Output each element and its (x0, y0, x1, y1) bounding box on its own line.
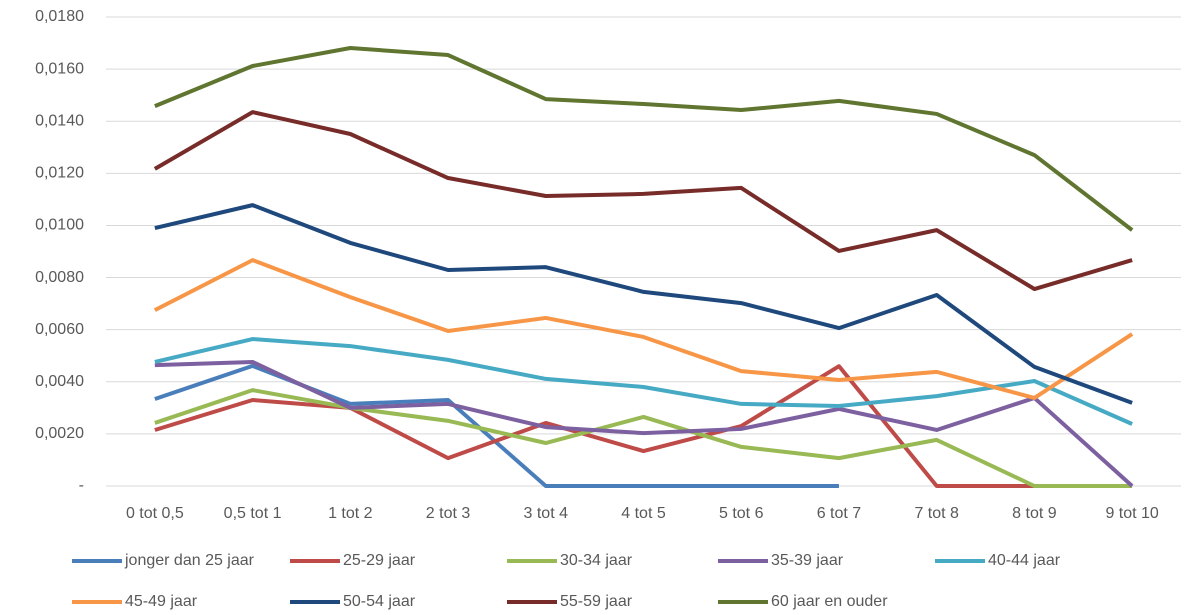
x-tick-label: 0 tot 0,5 (126, 505, 184, 522)
series-line (154, 337, 1133, 426)
series-line (154, 359, 1134, 488)
x-tick-label: 6 tot 7 (817, 505, 862, 522)
series-line (154, 364, 1035, 488)
legend-label: 50-54 jaar (343, 593, 416, 610)
x-tick-label: 1 tot 2 (328, 505, 373, 522)
legend-label: 35-39 jaar (771, 552, 844, 569)
legend-label: 60 jaar en ouder (771, 593, 888, 610)
y-tick-label: - (79, 477, 84, 494)
x-tick-label: 0,5 tot 1 (224, 505, 282, 522)
series-line (153, 110, 1133, 292)
series-line (154, 363, 839, 488)
legend-label: 25-29 jaar (343, 552, 416, 569)
legend-label: 30-34 jaar (560, 552, 633, 569)
y-tick-label: 0,0140 (35, 112, 84, 129)
series-line (153, 258, 1134, 400)
y-tick-label: 0,0080 (35, 269, 84, 286)
series-line (154, 388, 1133, 488)
y-tick-label: 0,0120 (35, 165, 84, 182)
x-tick-label: 9 tot 10 (1105, 505, 1158, 522)
legend-label: jonger dan 25 jaar (124, 552, 255, 569)
x-tick-label: 7 tot 8 (914, 505, 959, 522)
x-tick-label: 5 tot 6 (719, 505, 764, 522)
x-tick-label: 2 tot 3 (426, 505, 471, 522)
y-tick-label: 0,0180 (35, 8, 84, 25)
legend-label: 55-59 jaar (560, 593, 633, 610)
y-tick-label: 0,0100 (35, 217, 84, 234)
legend-label: 45-49 jaar (125, 593, 198, 610)
series-line (154, 203, 1133, 405)
x-tick-label: 8 tot 9 (1012, 505, 1057, 522)
x-tick-label: 3 tot 4 (524, 505, 569, 522)
x-tick-label: 4 tot 5 (621, 505, 666, 522)
y-tick-label: 0,0160 (35, 60, 84, 77)
y-tick-label: 0,0020 (35, 425, 84, 442)
series-line (154, 46, 1134, 232)
legend-label: 40-44 jaar (988, 552, 1061, 569)
y-tick-label: 0,0060 (35, 321, 84, 338)
y-tick-label: 0,0040 (35, 373, 84, 390)
